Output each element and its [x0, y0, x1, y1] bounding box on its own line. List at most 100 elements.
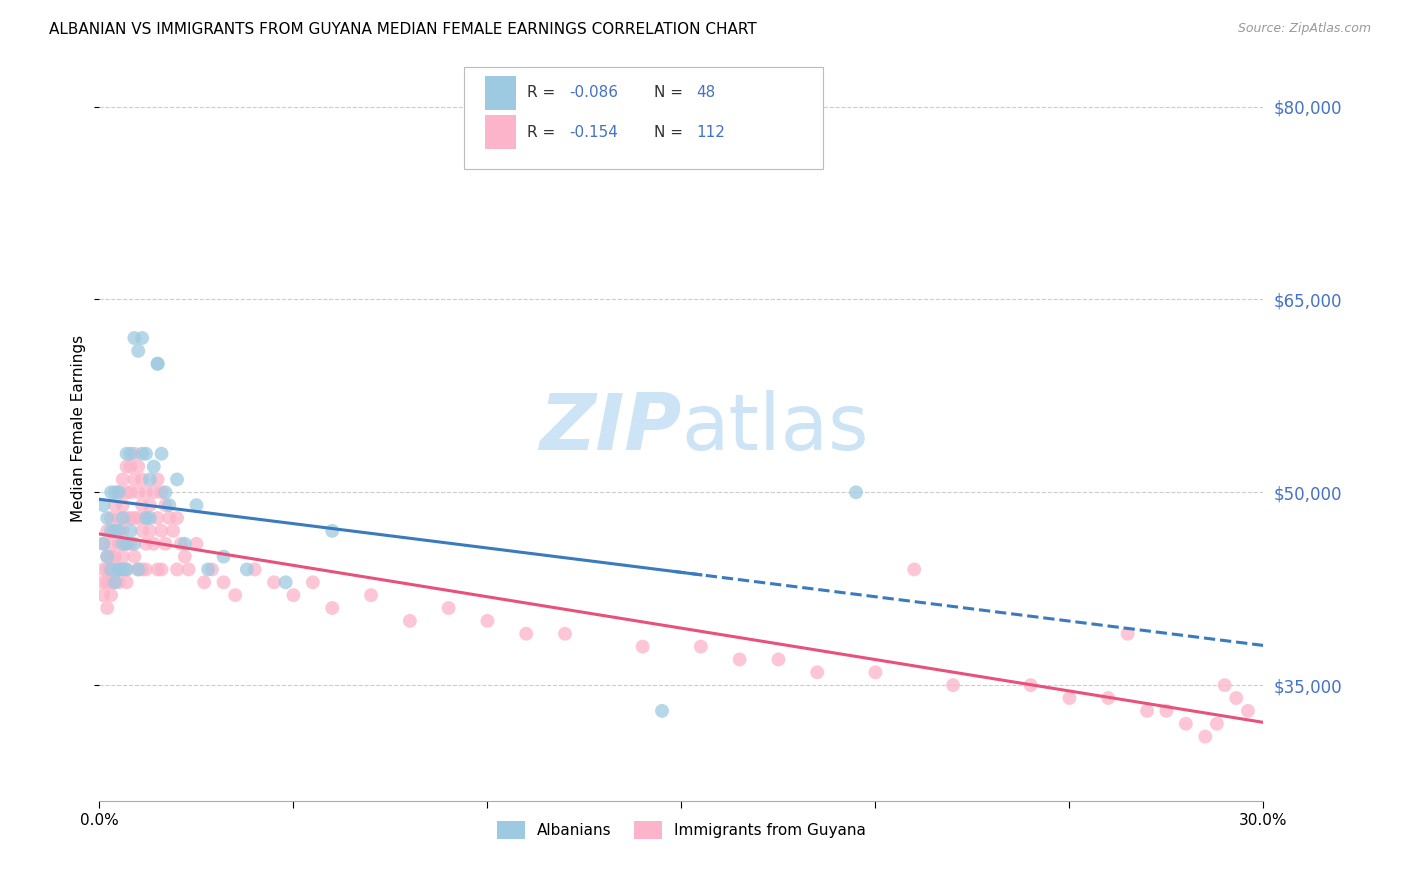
Point [212, 575, 235, 590]
Point [111, 562, 134, 576]
Point [146, 472, 169, 486]
Point [124, 537, 146, 551]
Point [186, 537, 208, 551]
Point [124, 472, 146, 486]
Point [150, 485, 173, 500]
Point [186, 498, 208, 512]
Point [96, 549, 118, 564]
Point [96, 511, 118, 525]
Text: N =: N = [654, 125, 688, 139]
Point [166, 511, 188, 525]
Point [131, 562, 153, 576]
Point [120, 485, 142, 500]
Point [150, 524, 173, 538]
Point [142, 459, 165, 474]
Point [150, 447, 173, 461]
Point [104, 524, 127, 538]
Point [1019, 678, 1042, 692]
Point [651, 704, 673, 718]
Point [1205, 716, 1227, 731]
Point [96, 601, 118, 615]
Point [146, 511, 169, 525]
Point [111, 562, 134, 576]
Point [108, 485, 131, 500]
Point [1174, 716, 1197, 731]
Point [108, 562, 131, 576]
Text: R =: R = [527, 125, 561, 139]
Point [224, 588, 246, 602]
Point [139, 524, 162, 538]
Point [100, 485, 122, 500]
Point [477, 614, 499, 628]
Point [631, 640, 654, 654]
Point [135, 537, 157, 551]
Point [108, 562, 131, 576]
Point [1097, 691, 1119, 706]
Text: -0.086: -0.086 [569, 86, 619, 100]
Point [903, 562, 925, 576]
Point [1116, 626, 1139, 640]
Point [115, 537, 138, 551]
Point [124, 511, 146, 525]
Point [398, 614, 420, 628]
Point [155, 537, 177, 551]
Point [142, 485, 165, 500]
Point [173, 537, 195, 551]
Point [1213, 678, 1236, 692]
Text: Source: ZipAtlas.com: Source: ZipAtlas.com [1237, 22, 1371, 36]
Point [108, 485, 131, 500]
Point [108, 524, 131, 538]
Point [806, 665, 828, 680]
Point [1194, 730, 1216, 744]
Point [124, 549, 146, 564]
Point [173, 549, 195, 564]
Point [100, 524, 122, 538]
Point [100, 575, 122, 590]
Point [131, 498, 153, 512]
Point [131, 524, 153, 538]
Point [115, 562, 138, 576]
Point [131, 472, 153, 486]
Point [135, 511, 157, 525]
Point [111, 524, 134, 538]
Point [100, 537, 122, 551]
Point [108, 537, 131, 551]
Point [104, 575, 127, 590]
Point [100, 562, 122, 576]
Point [104, 498, 127, 512]
Text: 112: 112 [696, 125, 725, 139]
Text: atlas: atlas [682, 390, 869, 466]
Point [108, 562, 131, 576]
Point [201, 562, 224, 576]
Point [274, 575, 297, 590]
Point [91, 537, 114, 551]
Point [100, 549, 122, 564]
Point [115, 485, 138, 500]
Point [104, 562, 127, 576]
Point [91, 575, 114, 590]
Point [302, 575, 325, 590]
Point [104, 549, 127, 564]
Point [155, 498, 177, 512]
Point [197, 562, 219, 576]
Point [146, 562, 169, 576]
Point [108, 524, 131, 538]
Point [177, 562, 200, 576]
Point [150, 562, 173, 576]
Point [146, 357, 169, 371]
Point [942, 678, 965, 692]
Point [120, 447, 142, 461]
Point [96, 549, 118, 564]
Point [127, 485, 149, 500]
Point [865, 665, 887, 680]
Point [115, 459, 138, 474]
Point [115, 562, 138, 576]
Point [142, 537, 165, 551]
Point [845, 485, 868, 500]
Point [127, 511, 149, 525]
Point [162, 524, 184, 538]
Point [91, 588, 114, 602]
Point [243, 562, 266, 576]
Text: -0.154: -0.154 [569, 125, 619, 139]
Point [146, 357, 169, 371]
